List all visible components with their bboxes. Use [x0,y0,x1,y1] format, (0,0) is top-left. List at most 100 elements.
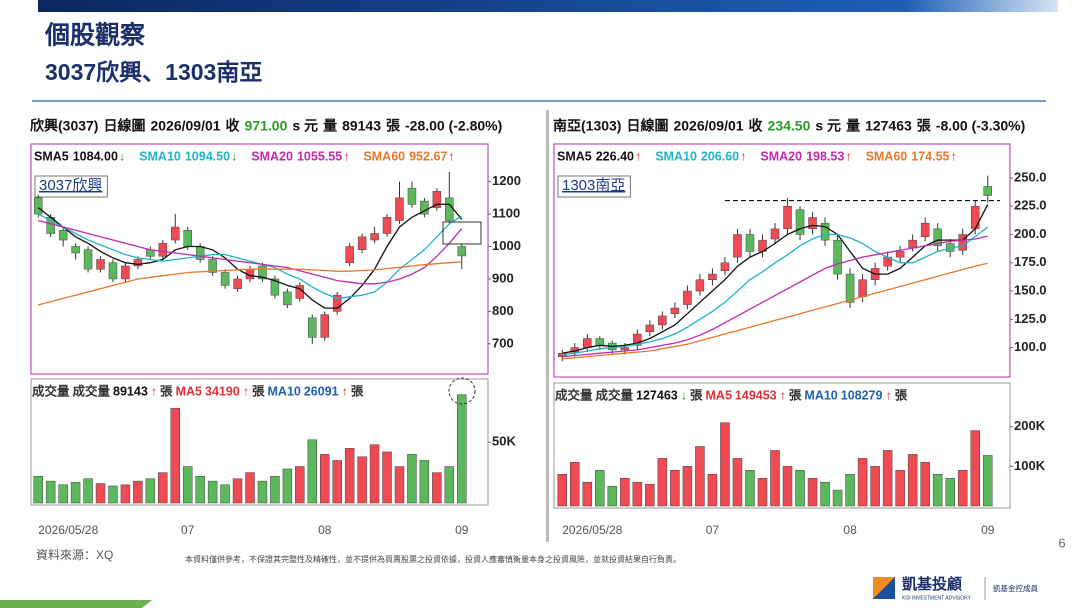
header-field: s 元 [815,118,841,134]
candle-body [695,279,705,292]
candle-body [983,186,992,196]
volume-header-field: 張 [690,388,703,402]
candle-body [432,191,442,208]
ma-line [562,204,989,354]
volume-bar [207,480,218,504]
candle-body [357,236,367,251]
header-field: -8.00 (-3.30%) [936,118,1025,134]
candle-body [370,233,379,241]
legend-value: 198.53 [806,149,844,163]
header-field: 2026/09/01 [673,118,743,134]
volume-bar [970,430,980,507]
volume-y-tick-label: 100K [1014,458,1046,473]
y-tick-label: 800 [492,303,514,318]
volume-bar [907,454,918,507]
volume-bar [344,448,355,504]
volume-bar [245,472,255,504]
ma-line [37,213,463,300]
candle-body [457,246,467,257]
candle-body [108,262,118,280]
candle-body [71,246,80,254]
volume-bar [307,439,318,504]
ma-line [562,226,989,356]
volume-bar [282,468,293,504]
volume-bar [158,472,168,504]
x-tick-label: 09 [981,523,995,537]
x-tick-label: 07 [706,523,720,537]
volume-bar [857,458,868,507]
candle-body [658,315,667,326]
legend-trend: ↑ [950,149,956,163]
source: 資料來源：XQ [36,548,113,562]
volume-bar [582,481,593,507]
candle-body [908,239,917,249]
header-field: 收 [749,118,764,134]
volume-bar [369,444,380,504]
volume-bar [945,477,955,507]
header-field: 2026/09/01 [150,118,220,134]
y-tick-label: 1000 [492,238,521,253]
volume-bar [257,480,268,504]
volume-bar [882,450,893,507]
volume-bar [195,476,205,504]
candle-body [558,352,567,357]
legend-trend: ↑ [343,149,349,163]
legend-value: 206.60 [701,149,739,163]
volume-header-field: 127463 [636,388,678,402]
volume-header-field: MA5 [176,384,202,398]
candle-body [745,234,755,252]
volume-bar [33,476,43,504]
y-tick-label: 225.0 [1014,198,1047,213]
candle-body [33,197,43,215]
legend-name: SMA60 [363,149,405,163]
candle-body [595,338,605,346]
logo-name: 凱基投顧 [902,575,962,593]
volume-bar [58,484,68,504]
candle-body [633,333,642,346]
legend-value: 1084.00 [73,149,118,163]
volume-bar [382,451,392,504]
candle-body [620,347,630,351]
page-title: 個股觀察 [44,22,146,50]
volume-bar [720,422,730,507]
y-tick-label: 125.0 [1014,311,1047,326]
candle-body [683,290,692,305]
candle-body [895,251,905,258]
volume-bar [957,470,968,507]
legend-trend: ↓ [231,149,237,163]
volume-bar [295,466,305,504]
header-field: 971.00 [245,118,288,134]
x-tick-label: 08 [843,523,857,537]
x-tick-label: 2026/05/28 [562,523,622,537]
candle-body [845,273,855,303]
x-tick-label: 2026/05/28 [38,523,98,537]
header-field: 量 [846,118,860,134]
candle-body [208,259,217,273]
candle-body [720,262,730,271]
volume-bar [70,482,81,504]
y-tick-label: 150.0 [1014,282,1047,297]
stock-label-box [557,175,631,198]
legend-trend: ↑ [740,149,746,163]
candle-body [733,234,742,258]
volume-bar [120,484,131,504]
candle-body [808,217,817,230]
volume-bar [133,480,143,504]
volume-header-field: 成交量 [555,387,593,402]
candle-body [858,279,867,297]
volume-bar [432,472,442,504]
stock-label: 1303南亞 [562,177,625,194]
header-field: 89143 [342,118,381,134]
volume-bar [607,485,618,507]
header-field: 234.50 [768,118,811,134]
header-field: 日線圖 [626,118,668,134]
legend-name: SMA60 [866,149,908,163]
volume-bar [457,394,467,504]
volume-bar [770,450,780,507]
candle-body [970,205,980,230]
volume-bar [170,407,180,504]
volume-bar [557,474,568,507]
volume-bar [419,460,430,504]
candle-body [83,249,93,270]
candle-body [195,246,205,260]
